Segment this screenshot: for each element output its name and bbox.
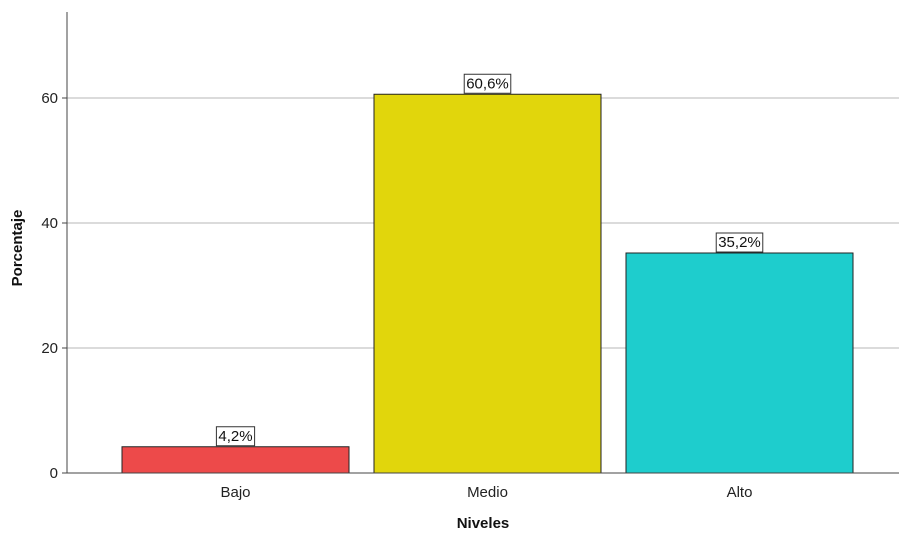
x-tick-labels: Bajo Medio Alto — [220, 484, 752, 501]
data-label: 4,2% — [218, 428, 252, 445]
data-label-box — [715, 232, 764, 253]
data-label-group: 4,2% — [215, 426, 256, 447]
bar-alto — [625, 252, 854, 474]
data-label-box — [463, 73, 512, 94]
y-tick-label: 20 — [41, 340, 58, 357]
bars — [121, 93, 854, 474]
y-tick-labels: 0 20 40 60 — [41, 90, 58, 482]
bar-bajo — [121, 446, 350, 474]
x-axis-title: Niveles — [457, 515, 510, 532]
data-label-group: 35,2% — [715, 232, 764, 253]
data-label-box — [215, 426, 256, 447]
y-tick-label: 40 — [41, 215, 58, 232]
bar-medio — [373, 93, 602, 474]
x-tick-label: Bajo — [220, 484, 250, 501]
axes — [66, 12, 899, 474]
data-label-group: 60,6% — [463, 73, 512, 94]
data-labels: 4,2% 60,6% 35,2% — [215, 73, 764, 447]
y-tick-label: 0 — [50, 465, 58, 482]
y-tick-label: 60 — [41, 90, 58, 107]
data-label: 60,6% — [466, 75, 509, 92]
y-axis-title: Porcentaje — [9, 210, 26, 287]
x-tick-label: Alto — [727, 484, 753, 501]
x-tick-label: Medio — [467, 484, 508, 501]
data-label: 35,2% — [718, 234, 761, 251]
